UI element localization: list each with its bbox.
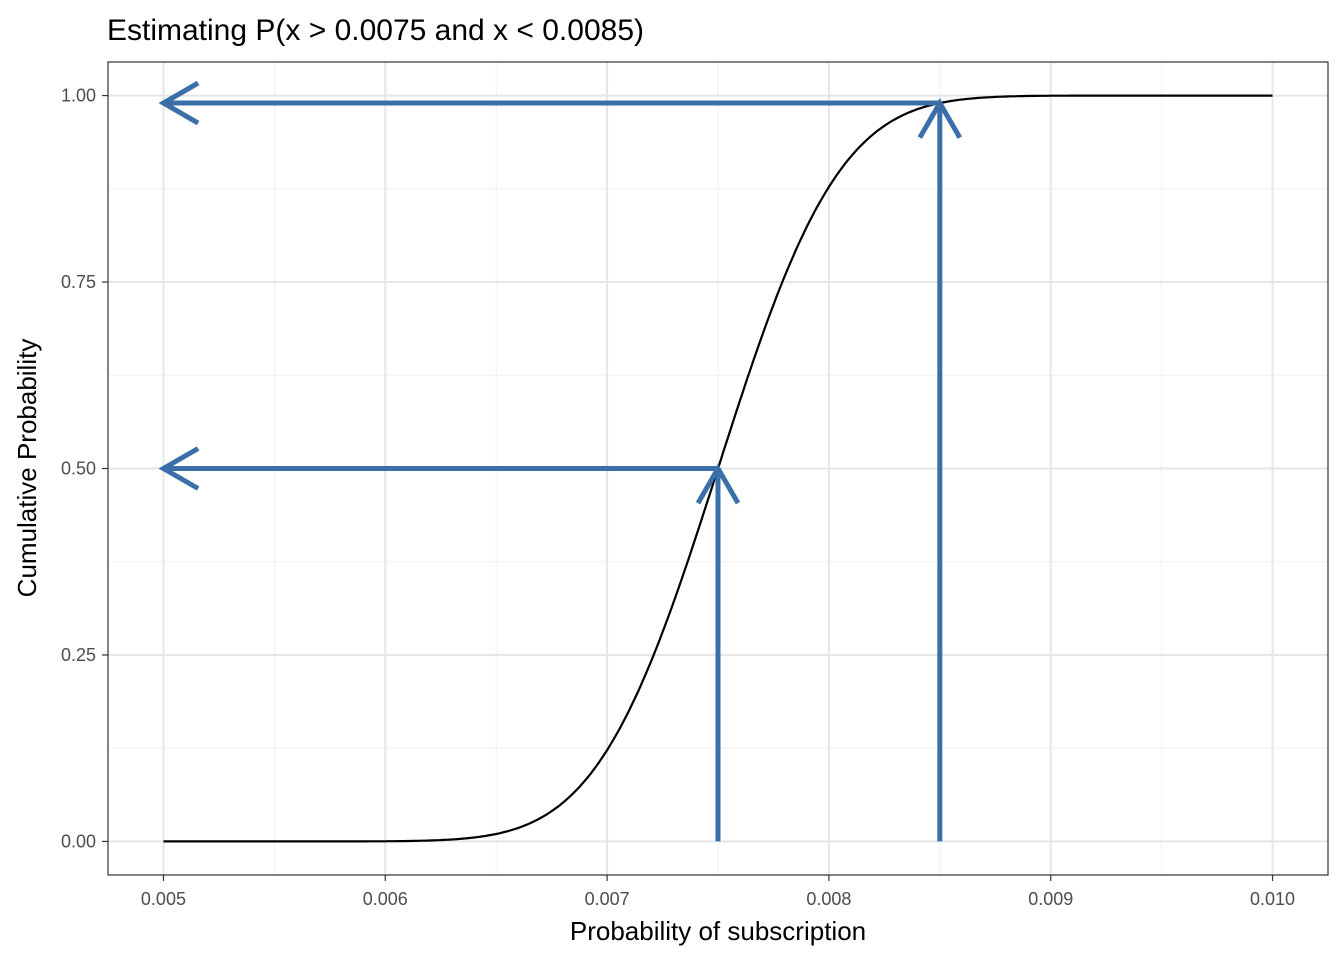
- arrow-head-icon: [158, 446, 200, 491]
- y-axis: 0.00 0.25 0.50 0.75 1.00: [61, 86, 108, 851]
- y-axis-label: Cumulative Probability: [12, 339, 42, 598]
- x-tick-label: 0.008: [806, 889, 851, 909]
- x-tick-label: 0.009: [1028, 889, 1073, 909]
- arrow-head-icon: [158, 80, 200, 126]
- y-tick-label: 0.25: [61, 645, 96, 665]
- y-tick-label: 0.50: [61, 459, 96, 479]
- x-tick-label: 0.010: [1250, 889, 1295, 909]
- chart-title: Estimating P(x > 0.0075 and x < 0.0085): [107, 14, 644, 47]
- x-axis-label: Probability of subscription: [570, 916, 866, 946]
- arrow-up-0.0085: [917, 98, 962, 842]
- y-tick-label: 1.00: [61, 86, 96, 106]
- x-tick-label: 0.007: [585, 889, 630, 909]
- x-axis: 0.005 0.006 0.007 0.008 0.009 0.010: [141, 875, 1295, 909]
- arrow-left-0.5: [158, 446, 718, 491]
- y-tick-label: 0.00: [61, 831, 96, 851]
- arrow-left-0.99: [158, 80, 940, 126]
- arrow-layer: [158, 80, 962, 842]
- x-tick-label: 0.005: [141, 889, 186, 909]
- y-tick-label: 0.75: [61, 272, 96, 292]
- x-tick-label: 0.006: [363, 889, 408, 909]
